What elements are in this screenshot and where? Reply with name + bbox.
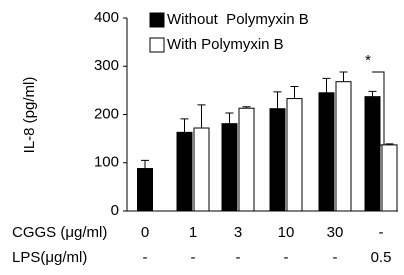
bar (193, 127, 210, 212)
x-tick-label: 0.5 (371, 249, 392, 266)
x-tick-label: - (191, 249, 196, 266)
bar (137, 168, 153, 212)
x-tick-label: 0 (141, 224, 149, 241)
bar (238, 107, 255, 212)
error-bar (339, 71, 348, 82)
annotation: * (365, 52, 371, 69)
y-tick-label: 100 (94, 154, 119, 171)
legend-label: With Polymyxin B (167, 36, 284, 53)
bar (176, 131, 193, 212)
error-bar (385, 143, 394, 145)
x-tick-label: 30 (327, 224, 344, 241)
y-tick-label: 0 (111, 202, 119, 219)
error-bar (225, 112, 234, 124)
x-tick-label: - (333, 249, 338, 266)
y-tick-label: 400 (94, 9, 119, 26)
error-bar (273, 91, 282, 109)
x-tick-label: - (379, 224, 384, 241)
x-tick-label: 3 (234, 224, 242, 241)
y-tick-label: 300 (94, 57, 119, 74)
bar (221, 123, 238, 212)
x-tick-label: - (236, 249, 241, 266)
y-tick-label: 200 (94, 105, 119, 122)
error-bar (322, 77, 331, 93)
row-label: CGGS (μg/ml) (12, 224, 107, 241)
bar (286, 98, 303, 212)
error-bar (242, 106, 251, 109)
y-axis-label: IL-8 (pg/ml) (21, 77, 38, 154)
bar (364, 96, 381, 212)
x-tick-label: - (143, 249, 148, 266)
row-label: LPS(μg/ml) (12, 249, 87, 266)
legend-swatch (149, 12, 165, 28)
error-bar (290, 86, 299, 99)
error-bar (180, 118, 189, 133)
legend-label: Without Polymyxin B (167, 11, 309, 28)
x-tick-label: 1 (189, 224, 197, 241)
x-tick-label: - (284, 249, 289, 266)
error-bar (197, 104, 206, 129)
bar (335, 81, 352, 212)
legend-swatch (149, 37, 165, 53)
bar (381, 144, 398, 212)
x-tick-label: 10 (278, 224, 295, 241)
bar (318, 92, 335, 212)
bar (269, 108, 286, 212)
error-bar (141, 159, 149, 169)
error-bar (368, 90, 377, 97)
